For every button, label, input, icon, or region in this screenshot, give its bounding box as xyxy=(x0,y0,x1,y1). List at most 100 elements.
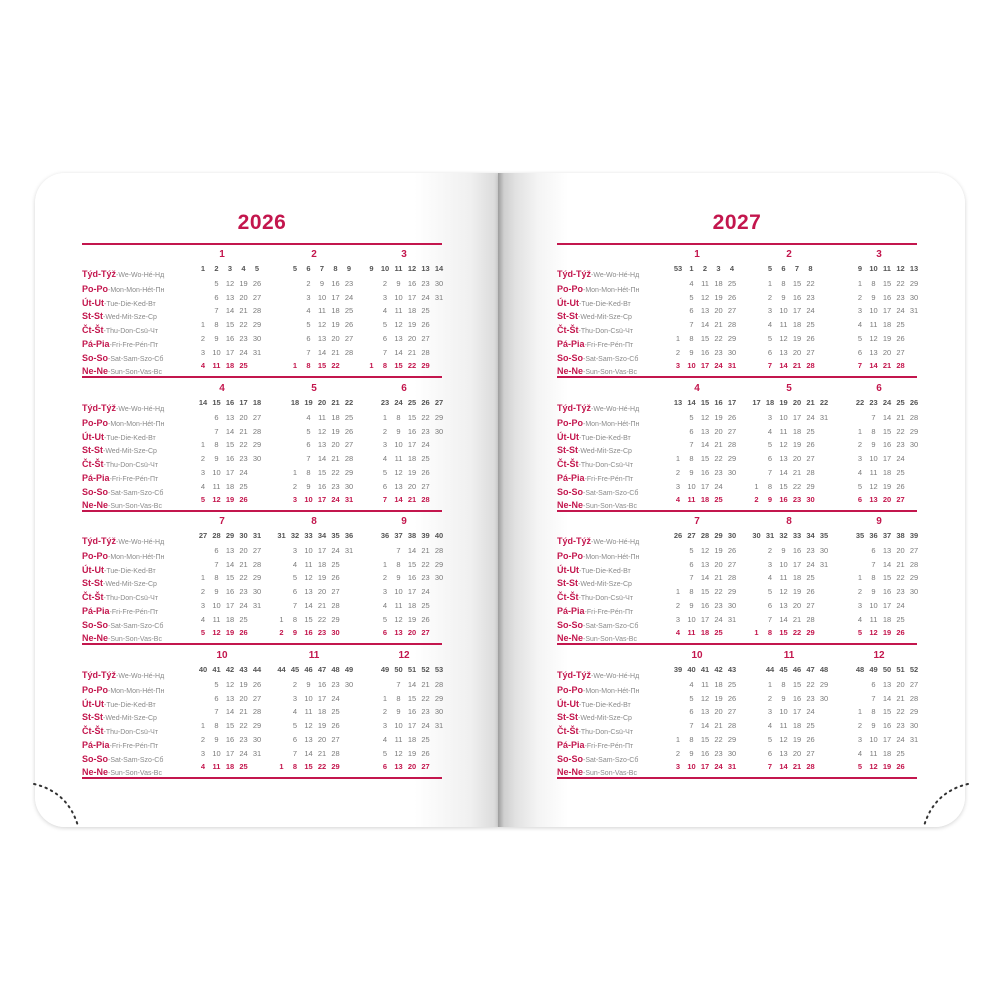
sunday-date[interactable]: 3 xyxy=(675,762,681,772)
day-date[interactable]: 16 xyxy=(792,546,802,555)
day-date[interactable]: 1 xyxy=(675,734,681,744)
sunday-date[interactable]: 21 xyxy=(792,762,802,772)
day-date[interactable]: 11 xyxy=(869,614,878,624)
day-date[interactable]: 2 xyxy=(382,279,388,288)
day-date[interactable]: 2 xyxy=(857,292,863,302)
day-date[interactable]: 23 xyxy=(331,481,340,491)
day-date[interactable]: 5 xyxy=(214,680,219,689)
day-date[interactable]: 31 xyxy=(344,546,354,555)
day-date[interactable]: 9 xyxy=(306,481,311,491)
day-date[interactable]: 19 xyxy=(714,413,723,422)
day-date[interactable]: 31 xyxy=(252,600,262,610)
day-date[interactable]: 9 xyxy=(871,292,876,302)
day-date[interactable]: 20 xyxy=(317,734,327,744)
day-date[interactable]: 10 xyxy=(779,559,788,569)
day-date[interactable]: 19 xyxy=(714,546,723,555)
day-date[interactable]: 11 xyxy=(394,734,403,744)
day-date[interactable]: 5 xyxy=(767,734,773,744)
day-date[interactable]: 18 xyxy=(407,454,417,464)
day-date[interactable]: 8 xyxy=(767,481,773,491)
day-date[interactable]: 15 xyxy=(407,559,417,569)
day-date[interactable]: 22 xyxy=(331,467,340,477)
day-date[interactable]: 27 xyxy=(252,413,262,422)
day-date[interactable]: 28 xyxy=(344,454,354,464)
day-date[interactable]: 23 xyxy=(806,546,815,555)
sunday-date[interactable]: 21 xyxy=(882,361,892,371)
day-date[interactable]: 27 xyxy=(252,693,262,703)
day-date[interactable]: 18 xyxy=(407,306,417,316)
day-date[interactable]: 25 xyxy=(727,279,737,288)
sunday-date[interactable]: 1 xyxy=(754,628,759,638)
day-date[interactable]: 19 xyxy=(407,467,417,477)
day-date[interactable]: 14 xyxy=(394,347,403,357)
day-date[interactable]: 30 xyxy=(819,693,829,703)
day-date[interactable]: 3 xyxy=(382,292,388,302)
day-date[interactable]: 10 xyxy=(304,693,313,703)
day-date[interactable]: 11 xyxy=(212,481,221,491)
day-date[interactable]: 4 xyxy=(767,320,773,330)
day-date[interactable]: 29 xyxy=(252,320,262,330)
sunday-date[interactable]: 5 xyxy=(857,762,863,772)
day-date[interactable]: 27 xyxy=(896,347,905,357)
day-date[interactable]: 24 xyxy=(714,481,723,491)
day-date[interactable]: 22 xyxy=(714,333,723,343)
day-date[interactable]: 3 xyxy=(292,546,298,555)
day-date[interactable]: 10 xyxy=(869,734,878,744)
day-date[interactable]: 8 xyxy=(292,614,298,624)
day-date[interactable]: 26 xyxy=(421,748,430,758)
day-date[interactable]: 22 xyxy=(896,707,905,717)
sunday-date[interactable]: 2 xyxy=(754,495,759,505)
day-date[interactable]: 1 xyxy=(279,614,284,624)
day-date[interactable]: 22 xyxy=(421,559,430,569)
day-date[interactable]: 11 xyxy=(869,320,878,330)
day-date[interactable]: 18 xyxy=(225,481,235,491)
day-date[interactable]: 25 xyxy=(331,707,340,717)
day-date[interactable]: 1 xyxy=(200,573,206,583)
day-date[interactable]: 16 xyxy=(882,721,892,731)
day-date[interactable]: 23 xyxy=(421,426,430,436)
sunday-date[interactable]: 7 xyxy=(857,361,863,371)
sunday-date[interactable]: 3 xyxy=(675,361,681,371)
day-date[interactable]: 1 xyxy=(675,333,681,343)
day-date[interactable]: 6 xyxy=(292,734,298,744)
day-date[interactable]: 2 xyxy=(306,279,311,288)
day-date[interactable]: 28 xyxy=(434,680,444,689)
day-date[interactable]: 19 xyxy=(407,614,417,624)
sunday-date[interactable]: 25 xyxy=(239,361,248,371)
day-date[interactable]: 19 xyxy=(792,734,802,744)
day-date[interactable]: 26 xyxy=(727,292,737,302)
day-date[interactable]: 20 xyxy=(317,587,327,597)
day-date[interactable]: 29 xyxy=(727,734,737,744)
sunday-date[interactable]: 28 xyxy=(896,361,905,371)
day-date[interactable]: 5 xyxy=(767,333,773,343)
day-date[interactable]: 24 xyxy=(421,721,430,731)
day-date[interactable]: 29 xyxy=(344,467,354,477)
day-date[interactable]: 15 xyxy=(792,680,802,689)
day-date[interactable]: 19 xyxy=(331,320,340,330)
day-date[interactable]: 25 xyxy=(896,467,905,477)
day-date[interactable]: 3 xyxy=(767,559,773,569)
sunday-date[interactable]: 19 xyxy=(225,495,235,505)
day-date[interactable]: 30 xyxy=(434,279,444,288)
day-date[interactable]: 14 xyxy=(882,693,892,703)
day-date[interactable]: 21 xyxy=(407,347,417,357)
day-date[interactable]: 4 xyxy=(767,573,773,583)
day-date[interactable]: 30 xyxy=(252,454,262,464)
day-date[interactable]: 12 xyxy=(394,320,403,330)
day-date[interactable]: 10 xyxy=(394,587,403,597)
day-date[interactable]: 17 xyxy=(225,467,235,477)
sunday-date[interactable]: 29 xyxy=(806,628,815,638)
day-date[interactable]: 14 xyxy=(225,559,235,569)
day-date[interactable]: 3 xyxy=(857,306,863,316)
day-date[interactable]: 11 xyxy=(394,306,403,316)
sunday-date[interactable]: 16 xyxy=(779,495,788,505)
day-date[interactable]: 13 xyxy=(317,333,327,343)
sunday-date[interactable]: 31 xyxy=(344,495,354,505)
day-date[interactable]: 2 xyxy=(675,467,681,477)
day-date[interactable]: 6 xyxy=(767,347,773,357)
day-date[interactable]: 13 xyxy=(394,333,403,343)
day-date[interactable]: 6 xyxy=(214,693,219,703)
day-date[interactable]: 6 xyxy=(306,333,311,343)
day-date[interactable]: 14 xyxy=(700,721,710,731)
day-date[interactable]: 3 xyxy=(200,600,206,610)
